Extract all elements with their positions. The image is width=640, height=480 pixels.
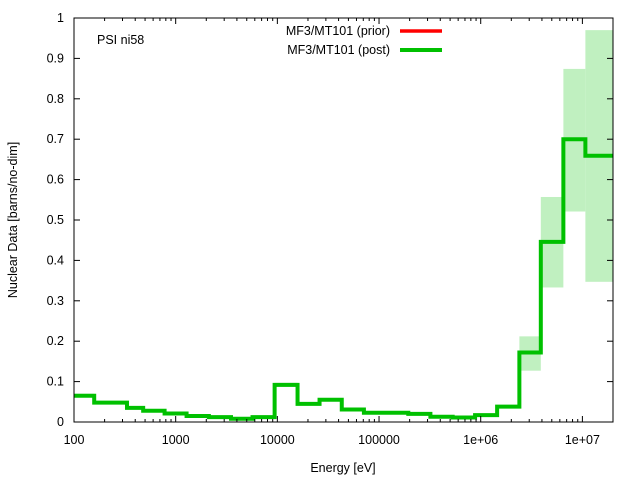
legend: MF3/MT101 (prior) MF3/MT101 (post) [286,24,442,57]
series-line-prior [74,137,613,421]
series-line-post [74,137,613,421]
x-tick-label: 1e+07 [565,433,600,447]
series-lines [74,137,613,421]
annotation-label: PSI ni58 [97,33,144,47]
y-tick-label: 0.8 [47,92,64,106]
y-tick-label: 0.2 [47,334,64,348]
y-axis-label: Nuclear Data [barns/no-dim] [6,142,20,298]
x-tick-label: 1000 [162,433,190,447]
y-tick-label: 0.9 [47,51,64,65]
tick-marks: 0 0.1 0.2 0.3 0.4 0.5 0.6 0.7 0.8 0.9 1 100 1000 1000… [47,11,614,447]
y-tick-label: 0.6 [47,173,64,187]
x-tick-label: 100000 [358,433,400,447]
x-tick-label: 100 [64,433,85,447]
y-tick-label: 0.1 [47,375,64,389]
y-tick-label: 0.3 [47,294,64,308]
x-tick-label: 1e+06 [463,433,498,447]
y-tick-label: 0.5 [47,213,64,227]
legend-label-post: MF3/MT101 (post) [287,43,390,57]
legend-label-prior: MF3/MT101 (prior) [286,24,390,38]
y-tick-label: 0.4 [47,253,64,267]
y-tick-label: 1 [57,11,64,25]
x-axis-label: Energy [eV] [310,461,375,475]
y-tick-label: 0 [57,415,64,429]
y-tick-label: 0.7 [47,132,64,146]
x-tick-label: 10000 [260,433,295,447]
uncertainty-bands [74,30,613,420]
